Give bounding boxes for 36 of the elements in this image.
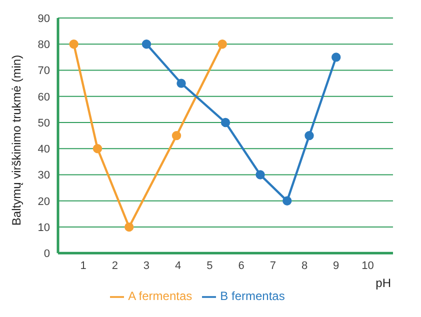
x-tick-label: 10 xyxy=(362,260,374,272)
point xyxy=(304,130,314,140)
point xyxy=(220,118,230,128)
point xyxy=(176,78,186,88)
x-tick-label: 1 xyxy=(80,260,86,272)
point xyxy=(332,52,341,62)
y-axis-title: Baltymų virškinimo trukmė (min) xyxy=(9,54,24,226)
y-tick-label: 70 xyxy=(38,65,50,78)
x-tick-label: 3 xyxy=(143,260,150,272)
x-tick-label: 7 xyxy=(270,260,276,272)
point xyxy=(124,222,134,232)
x-tick-label: 8 xyxy=(301,260,308,272)
legend-label: B fermentas xyxy=(220,289,285,304)
x-tick-label: 2 xyxy=(112,260,118,272)
y-tick-label: 90 xyxy=(38,12,50,25)
x-tick-label: 9 xyxy=(333,260,340,272)
legend-label: A fermentas xyxy=(128,289,192,304)
y-tick-label: 10 xyxy=(38,222,50,234)
point xyxy=(218,40,227,49)
y-tick-label: 80 xyxy=(38,39,50,52)
point xyxy=(172,130,182,140)
y-tick-label: 30 xyxy=(38,170,50,182)
y-tick-label: 60 xyxy=(38,91,50,104)
x-axis-title: pH xyxy=(376,276,391,290)
point xyxy=(69,40,78,49)
point xyxy=(256,170,265,180)
x-tick-label: 6 xyxy=(238,260,244,272)
point xyxy=(92,144,102,154)
y-tick-label: 50 xyxy=(38,117,50,130)
point xyxy=(142,40,152,49)
x-tick-label: 5 xyxy=(206,260,213,272)
y-tick-label: 0 xyxy=(44,248,50,260)
x-tick-label: 4 xyxy=(175,260,182,272)
y-tick-label: 40 xyxy=(38,144,50,156)
point xyxy=(282,196,292,206)
y-tick-label: 20 xyxy=(38,196,50,208)
